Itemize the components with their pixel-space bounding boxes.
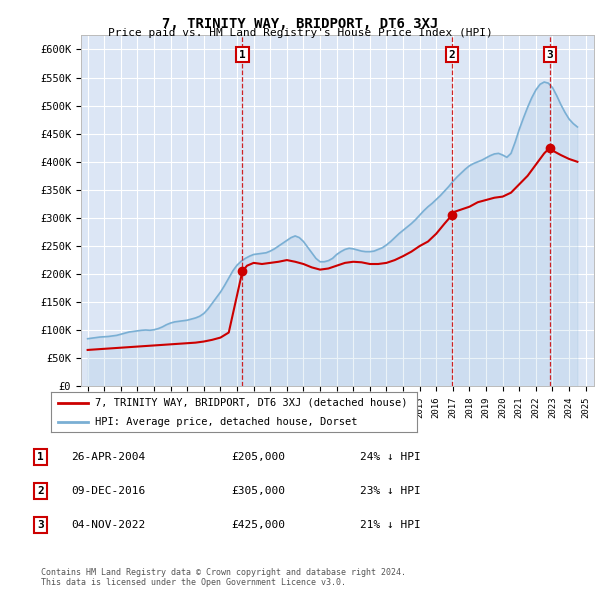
Text: 04-NOV-2022: 04-NOV-2022	[71, 520, 145, 530]
Text: 26-APR-2004: 26-APR-2004	[71, 453, 145, 462]
Text: 3: 3	[37, 520, 44, 530]
Text: £205,000: £205,000	[231, 453, 285, 462]
Text: 24% ↓ HPI: 24% ↓ HPI	[360, 453, 421, 462]
Text: 21% ↓ HPI: 21% ↓ HPI	[360, 520, 421, 530]
Text: 23% ↓ HPI: 23% ↓ HPI	[360, 486, 421, 496]
Text: 09-DEC-2016: 09-DEC-2016	[71, 486, 145, 496]
Text: 1: 1	[239, 50, 246, 60]
Text: £305,000: £305,000	[231, 486, 285, 496]
Text: Contains HM Land Registry data © Crown copyright and database right 2024.
This d: Contains HM Land Registry data © Crown c…	[41, 568, 406, 587]
Text: 2: 2	[449, 50, 455, 60]
Text: £425,000: £425,000	[231, 520, 285, 530]
Text: 3: 3	[547, 50, 553, 60]
Text: 7, TRINITY WAY, BRIDPORT, DT6 3XJ: 7, TRINITY WAY, BRIDPORT, DT6 3XJ	[162, 17, 438, 31]
Text: 1: 1	[37, 453, 44, 462]
Text: 2: 2	[37, 486, 44, 496]
Text: Price paid vs. HM Land Registry's House Price Index (HPI): Price paid vs. HM Land Registry's House …	[107, 28, 493, 38]
Text: HPI: Average price, detached house, Dorset: HPI: Average price, detached house, Dors…	[95, 417, 358, 427]
Text: 7, TRINITY WAY, BRIDPORT, DT6 3XJ (detached house): 7, TRINITY WAY, BRIDPORT, DT6 3XJ (detac…	[95, 398, 407, 408]
